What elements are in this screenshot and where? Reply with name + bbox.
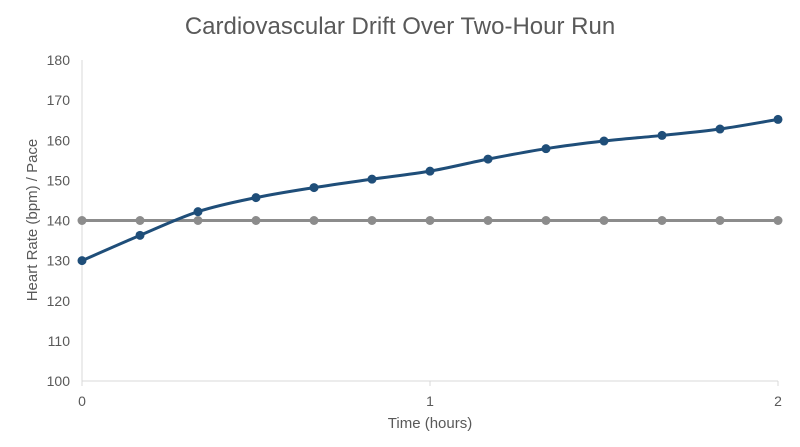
series-point-0 bbox=[367, 174, 377, 184]
series-point-0 bbox=[251, 193, 261, 203]
x-axis-title: Time (hours) bbox=[388, 415, 472, 432]
series-point-1 bbox=[773, 216, 783, 225]
series-point-0 bbox=[541, 144, 551, 154]
series-point-1 bbox=[251, 216, 261, 225]
x-tick-label: 1 bbox=[426, 393, 434, 409]
x-tick-label: 2 bbox=[774, 393, 782, 409]
series-point-0 bbox=[483, 154, 493, 164]
series-point-0 bbox=[309, 183, 319, 193]
series-point-1 bbox=[715, 216, 725, 225]
series-point-1 bbox=[77, 216, 87, 225]
y-tick-label: 130 bbox=[47, 253, 71, 269]
y-tick-label: 120 bbox=[47, 293, 71, 309]
y-tick-label: 170 bbox=[47, 92, 71, 108]
series-point-0 bbox=[715, 124, 725, 134]
series-point-0 bbox=[599, 136, 609, 146]
series-point-1 bbox=[309, 216, 319, 225]
series-point-1 bbox=[541, 216, 551, 225]
y-axis-title: Heart Rate (bpm) / Pace bbox=[24, 139, 41, 302]
series-point-1 bbox=[425, 216, 435, 225]
series-point-0 bbox=[77, 256, 87, 266]
series-point-0 bbox=[135, 230, 145, 240]
series-line-0 bbox=[80, 117, 780, 263]
y-tick-label: 160 bbox=[47, 132, 71, 148]
series-point-1 bbox=[193, 216, 203, 225]
series-point-0 bbox=[425, 166, 435, 176]
series-point-0 bbox=[193, 207, 203, 217]
y-tick-label: 110 bbox=[48, 333, 71, 349]
chart-title: Cardiovascular Drift Over Two-Hour Run bbox=[185, 13, 615, 40]
y-tick-label: 140 bbox=[47, 213, 71, 229]
y-tick-label: 100 bbox=[47, 373, 71, 389]
series-point-1 bbox=[483, 216, 493, 225]
series-point-1 bbox=[135, 216, 145, 225]
axes: 100 110 120 130 140 150 160 170 180 0 1 2 bbox=[47, 52, 782, 409]
y-tick-label: 180 bbox=[47, 52, 71, 68]
series-point-0 bbox=[657, 130, 667, 140]
y-tick-label: 150 bbox=[47, 172, 71, 188]
series-point-1 bbox=[367, 216, 377, 225]
x-tick-label: 0 bbox=[78, 393, 86, 409]
series-point-1 bbox=[599, 216, 609, 225]
series-point-1 bbox=[657, 216, 667, 225]
series-point-0 bbox=[773, 114, 783, 124]
series-layer bbox=[77, 114, 783, 266]
